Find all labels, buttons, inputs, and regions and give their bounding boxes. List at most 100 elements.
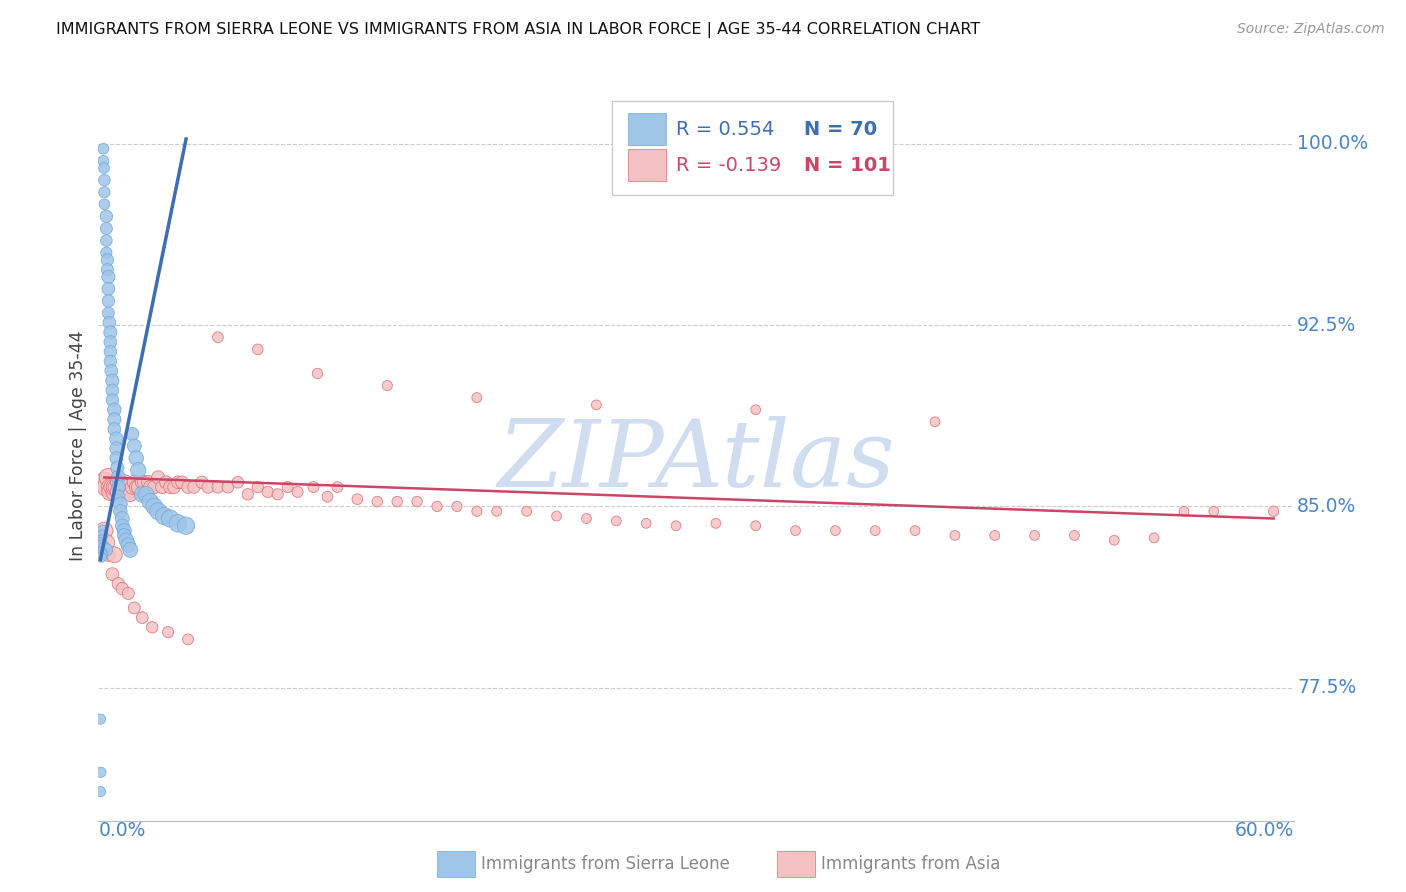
Text: IMMIGRANTS FROM SIERRA LEONE VS IMMIGRANTS FROM ASIA IN LABOR FORCE | AGE 35-44 : IMMIGRANTS FROM SIERRA LEONE VS IMMIGRAN… — [56, 22, 980, 38]
Point — [636, 516, 658, 531]
Point — [111, 511, 134, 525]
Point — [90, 533, 112, 548]
Point — [1143, 531, 1166, 545]
Point — [93, 142, 115, 156]
Point — [465, 391, 488, 405]
Point — [96, 262, 118, 277]
Point — [89, 712, 111, 726]
Point — [105, 480, 128, 494]
Point — [103, 484, 125, 499]
Point — [131, 487, 153, 501]
Point — [226, 475, 249, 490]
Point — [105, 442, 128, 456]
Point — [172, 475, 194, 490]
Point — [90, 535, 112, 549]
Point — [97, 293, 120, 308]
Point — [112, 524, 135, 538]
Point — [1263, 504, 1285, 518]
Point — [110, 480, 132, 494]
Point — [924, 415, 946, 429]
Point — [984, 528, 1007, 542]
Point — [111, 582, 134, 596]
Point — [96, 535, 118, 549]
Text: Immigrants from Asia: Immigrants from Asia — [821, 855, 1001, 873]
Text: N = 101: N = 101 — [804, 155, 890, 175]
Point — [90, 550, 112, 565]
FancyBboxPatch shape — [628, 149, 666, 181]
Point — [157, 625, 180, 640]
Point — [485, 504, 508, 518]
Point — [96, 543, 118, 558]
Point — [93, 153, 115, 168]
Point — [112, 480, 135, 494]
Point — [177, 480, 200, 494]
Point — [96, 221, 118, 235]
Point — [98, 480, 122, 494]
Point — [124, 601, 146, 615]
Point — [101, 480, 124, 494]
Point — [307, 367, 329, 381]
Point — [107, 480, 129, 494]
Point — [98, 326, 122, 340]
Point — [96, 245, 118, 260]
Point — [96, 252, 118, 267]
Point — [112, 475, 135, 490]
Point — [148, 504, 170, 518]
Point — [93, 524, 115, 538]
Point — [121, 426, 143, 441]
Point — [111, 480, 134, 494]
Point — [1173, 504, 1195, 518]
Point — [143, 500, 166, 514]
Point — [191, 475, 214, 490]
Point — [197, 480, 219, 494]
Point — [93, 197, 115, 211]
Point — [91, 528, 114, 542]
Point — [124, 439, 146, 453]
Point — [516, 504, 538, 518]
Point — [136, 475, 159, 490]
Point — [174, 518, 197, 533]
Point — [89, 784, 111, 798]
Point — [117, 586, 139, 600]
Point — [120, 543, 142, 558]
Point — [103, 548, 125, 562]
Point — [103, 422, 125, 436]
Point — [139, 480, 162, 494]
Point — [465, 504, 488, 518]
Point — [107, 475, 129, 490]
Point — [125, 451, 148, 466]
Point — [163, 480, 186, 494]
Point — [385, 494, 409, 508]
Point — [745, 402, 768, 417]
Point — [93, 173, 115, 187]
Text: 92.5%: 92.5% — [1298, 316, 1357, 334]
Point — [1104, 533, 1126, 548]
Point — [665, 518, 688, 533]
Point — [107, 576, 129, 591]
Point — [96, 210, 118, 224]
FancyBboxPatch shape — [437, 851, 475, 877]
Point — [167, 516, 190, 531]
Point — [103, 402, 125, 417]
Point — [110, 504, 132, 518]
Point — [93, 185, 115, 199]
Point — [103, 412, 125, 426]
Point — [302, 480, 325, 494]
Point — [159, 511, 181, 525]
Point — [93, 161, 115, 175]
Text: 100.0%: 100.0% — [1298, 135, 1368, 153]
Point — [406, 494, 429, 508]
Point — [91, 524, 114, 538]
Point — [326, 480, 349, 494]
Point — [785, 524, 807, 538]
Text: 77.5%: 77.5% — [1298, 678, 1357, 698]
Point — [98, 484, 122, 499]
Point — [139, 494, 162, 508]
Point — [110, 497, 132, 511]
Text: R = 0.554: R = 0.554 — [676, 120, 775, 138]
Point — [246, 343, 269, 357]
Point — [316, 490, 339, 504]
Text: 85.0%: 85.0% — [1298, 497, 1357, 516]
Point — [1024, 528, 1046, 542]
Point — [93, 541, 115, 555]
